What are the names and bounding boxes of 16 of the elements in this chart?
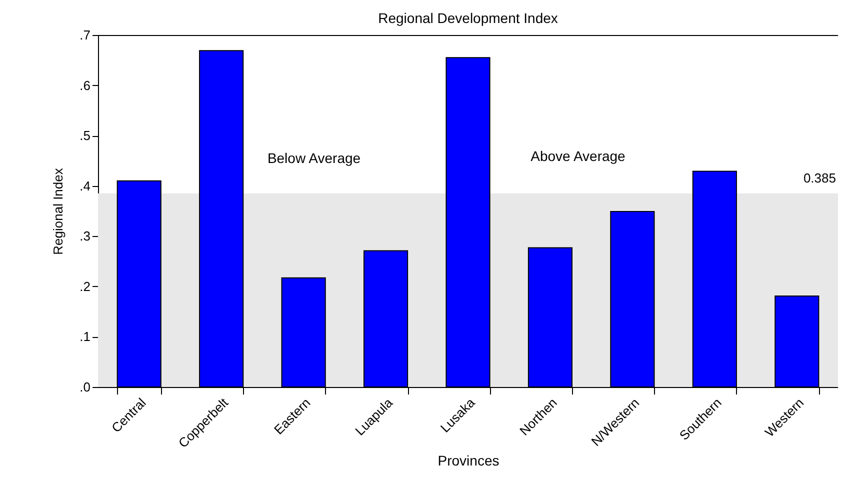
y-tick-label: .3 — [80, 228, 90, 244]
y-tick-label: .0 — [80, 380, 90, 394]
band-label: 0.385 — [803, 170, 836, 186]
y-tick-label: .6 — [80, 78, 90, 93]
x-axis-title: Provinces — [438, 452, 500, 469]
y-tick-label: .7 — [80, 28, 90, 42]
y-tick-label: .4 — [80, 178, 90, 194]
y-tick-label: .5 — [80, 128, 90, 144]
y-tick-label: .1 — [80, 329, 90, 344]
bar — [774, 295, 820, 388]
chart-title: Regional Development Index — [378, 10, 558, 26]
annotation: Below Average — [267, 150, 361, 166]
bar — [363, 250, 408, 388]
y-axis-title: Regional Index — [50, 168, 66, 255]
y-tick-label: .2 — [80, 278, 90, 294]
annotation: Above Average — [530, 148, 626, 164]
